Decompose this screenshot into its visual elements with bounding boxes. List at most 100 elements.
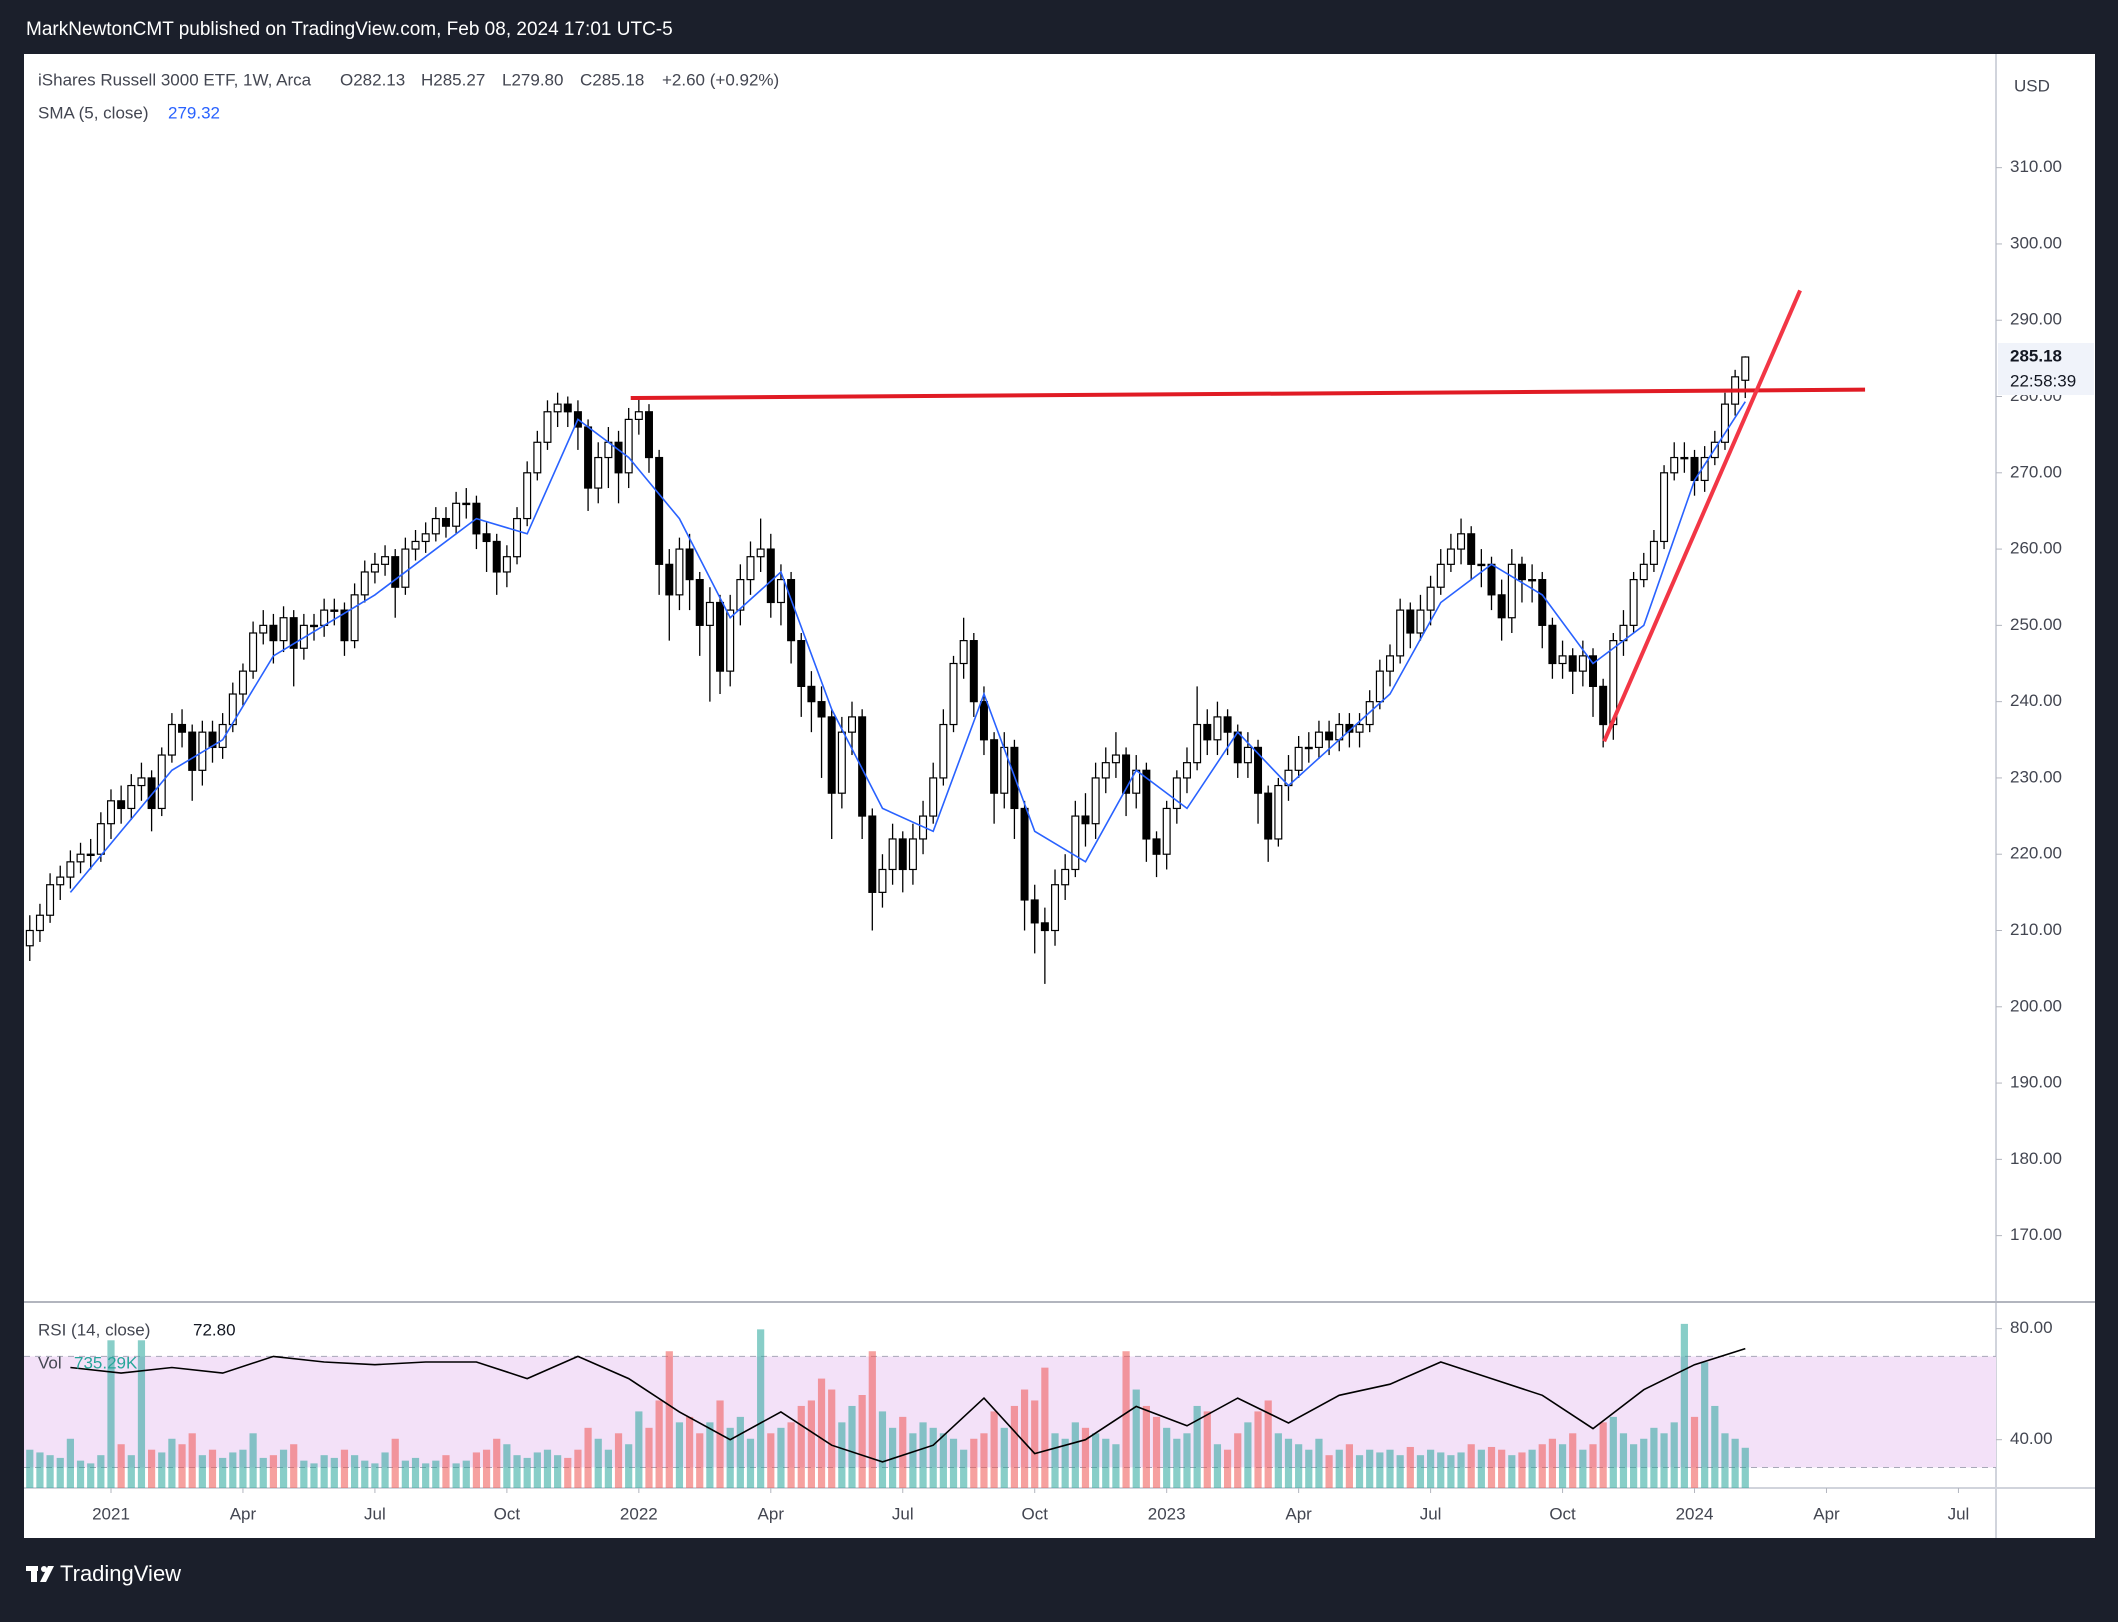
candle-body [1223, 716, 1232, 733]
volume-bar [1213, 1444, 1222, 1488]
candle-body [1436, 563, 1445, 588]
candle-body [1325, 731, 1334, 741]
sma-value: 279.32 [168, 103, 220, 122]
candle-body [279, 617, 288, 642]
volume-bar [949, 1438, 958, 1488]
volume-bar [1264, 1400, 1272, 1488]
volume-bar [442, 1455, 450, 1488]
candle-body [949, 662, 958, 726]
candle-body [1162, 807, 1171, 855]
volume-bar [584, 1427, 592, 1488]
volume-bar [310, 1463, 318, 1488]
candle-body [908, 838, 917, 871]
candle-body [1243, 746, 1252, 764]
candle-body [147, 777, 156, 810]
candle-body [827, 716, 836, 794]
volume-bar [960, 1449, 968, 1488]
volume-bar [1081, 1427, 1090, 1488]
candle-body [858, 716, 867, 817]
candle-body [1355, 723, 1364, 733]
candle-body [553, 403, 562, 413]
y-tick-label: 220.00 [2010, 844, 2062, 863]
volume-bar [980, 1433, 988, 1488]
candle-body [776, 578, 785, 604]
candle-body [695, 578, 704, 626]
candle-body [1294, 746, 1303, 771]
y-tick-label: 190.00 [2010, 1073, 2062, 1092]
volume-bar [1376, 1452, 1384, 1488]
volume-bar [97, 1455, 105, 1488]
candle-body [817, 701, 826, 718]
volume-bar [26, 1449, 34, 1488]
volume-bar [878, 1411, 887, 1488]
volume-bar [919, 1422, 927, 1488]
volume-bar [401, 1460, 409, 1488]
candle-body [106, 800, 115, 825]
candle-body [218, 723, 227, 749]
candle-body [1660, 472, 1669, 543]
candle-body [1426, 586, 1435, 611]
candle-body [56, 876, 65, 886]
volume-bar [594, 1438, 602, 1488]
volume-bar [290, 1444, 298, 1488]
volume-bar [1102, 1438, 1110, 1488]
x-tick-label: Jul [1948, 1504, 1970, 1523]
volume-bar [736, 1416, 744, 1488]
candle-body [1741, 356, 1750, 381]
volume-bar [1223, 1449, 1232, 1488]
volume-bar [604, 1449, 612, 1488]
candle-body [289, 617, 298, 649]
y-tick-label: 210.00 [2010, 920, 2062, 939]
volume-bar [685, 1416, 694, 1488]
volume-bar [391, 1438, 399, 1488]
candle-body [614, 441, 623, 474]
volume-bar [970, 1438, 978, 1488]
candle-body [1487, 563, 1496, 596]
candle-body [502, 556, 511, 573]
candle-body [1264, 792, 1273, 840]
volume-bar [1305, 1449, 1313, 1488]
symbol-title: iShares Russell 3000 ETF, 1W, Arca [38, 70, 312, 89]
volume-bar [1437, 1452, 1445, 1488]
candle-body [979, 701, 988, 741]
candle-body [533, 441, 542, 474]
candle-body [1122, 754, 1131, 794]
sma-line [69, 401, 1746, 893]
candle-body [1558, 655, 1567, 665]
candle-body [848, 716, 857, 733]
volume-bar [1274, 1433, 1282, 1488]
candle-body [1111, 754, 1120, 764]
volume-bar [1579, 1449, 1587, 1488]
candle-body [705, 601, 714, 626]
candle-body [523, 472, 532, 520]
candle-body [1142, 769, 1151, 840]
volume-bar [351, 1455, 359, 1488]
volume-bar [1020, 1389, 1029, 1488]
volume-bar [1041, 1367, 1049, 1488]
rsi-band [24, 1356, 1996, 1468]
volume-bar [1051, 1433, 1059, 1488]
x-tick-label: Apr [230, 1504, 257, 1523]
candle-body [1507, 563, 1516, 619]
x-tick-label: Oct [494, 1504, 521, 1523]
rsi-value: 72.80 [193, 1320, 236, 1339]
volume-bar [168, 1438, 176, 1488]
candle-body [137, 777, 146, 787]
volume-bar [1071, 1422, 1079, 1488]
candle-body [969, 640, 978, 703]
candle-body [66, 861, 75, 878]
volume-bar [330, 1457, 338, 1488]
volume-bar [1640, 1438, 1648, 1488]
logo-part [31, 1566, 37, 1582]
volume-bar [147, 1449, 156, 1488]
volume-bar [1284, 1438, 1293, 1488]
volume-bar [1406, 1446, 1414, 1488]
candle-body [482, 533, 491, 543]
candle-body [868, 815, 877, 893]
volume-bar [939, 1433, 947, 1488]
volume-bar [1396, 1455, 1404, 1488]
ohlc-label: H285.27 [421, 70, 485, 89]
volume-bar [1731, 1438, 1739, 1488]
volume-bar [1477, 1449, 1485, 1488]
